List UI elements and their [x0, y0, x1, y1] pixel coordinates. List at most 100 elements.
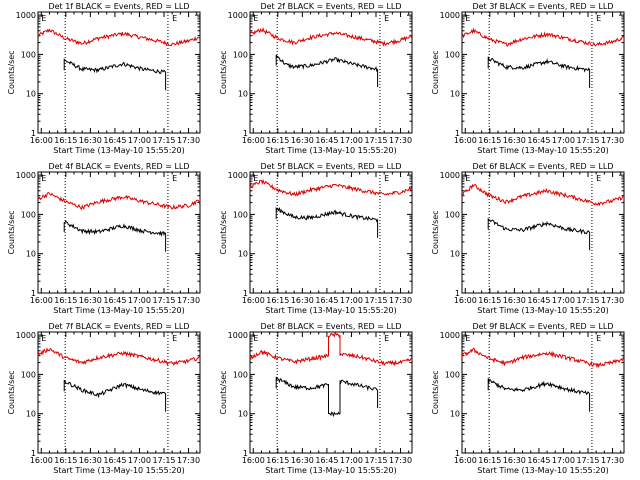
x-tick-label: 17:15 [152, 136, 175, 145]
x-tick-label: 17:15 [576, 136, 599, 145]
y-tick-label: 100 [21, 370, 36, 379]
series-lld-line [461, 27, 625, 47]
y-tick-label: 1000 [16, 171, 36, 180]
x-axis-label: Start Time (13-May-10 15:55:20) [53, 466, 184, 475]
event-marker-label: E [465, 14, 470, 23]
event-marker-label: E [41, 174, 46, 183]
panel-title: Det 7f BLACK = Events, RED = LLD [48, 322, 189, 331]
x-tick-label: 17:30 [177, 136, 200, 145]
y-tick-label: 100 [233, 210, 248, 219]
y-tick-label: 10 [26, 90, 36, 99]
y-tick-label: 1000 [16, 11, 36, 20]
x-tick-label: 17:15 [576, 296, 599, 305]
x-tick-label: 17:30 [601, 296, 624, 305]
x-tick-label: 17:30 [389, 296, 412, 305]
event-marker-label: E [465, 174, 470, 183]
x-tick-label: 17:15 [364, 296, 387, 305]
y-tick-label: 10 [26, 250, 36, 259]
event-marker-label: E [253, 334, 258, 343]
x-tick-label: 16:15 [266, 136, 289, 145]
x-tick-label: 16:30 [291, 136, 314, 145]
panel-title: Det 3f BLACK = Events, RED = LLD [472, 2, 613, 11]
x-tick-label: 17:00 [552, 136, 575, 145]
y-axis-label: Counts/sec [431, 50, 440, 94]
y-tick-label: 1000 [228, 331, 248, 340]
x-tick-label: 17:00 [128, 136, 151, 145]
x-tick-label: 16:30 [79, 296, 102, 305]
y-tick-label: 100 [21, 210, 36, 219]
y-tick-label: 1000 [16, 331, 36, 340]
x-tick-label: 16:00 [454, 456, 477, 465]
panel-title: Det 8f BLACK = Events, RED = LLD [260, 322, 401, 331]
x-tick-label: 17:30 [601, 456, 624, 465]
x-tick-label: 17:30 [601, 136, 624, 145]
panel-title: Det 6f BLACK = Events, RED = LLD [472, 162, 613, 171]
event-marker-label: E [384, 334, 389, 343]
series-events-line [487, 217, 591, 251]
y-tick-label: 1 [455, 129, 460, 138]
y-axis-label: Counts/sec [219, 210, 228, 254]
plot-frame [249, 331, 413, 454]
x-tick-label: 17:15 [152, 296, 175, 305]
x-axis-label: Start Time (13-May-10 15:55:20) [477, 466, 608, 475]
y-tick-label: 1 [455, 289, 460, 298]
series-lld-line [249, 26, 413, 47]
x-tick-label: 17:00 [552, 296, 575, 305]
event-marker-label: E [172, 334, 177, 343]
event-marker-label: E [41, 14, 46, 23]
y-tick-label: 10 [450, 90, 460, 99]
x-tick-label: 16:15 [266, 296, 289, 305]
panel-title: Det 5f BLACK = Events, RED = LLD [260, 162, 401, 171]
series-lld-line [461, 347, 625, 369]
event-marker-label: E [253, 14, 258, 23]
x-tick-label: 16:45 [527, 296, 550, 305]
plot-frame [37, 331, 201, 454]
event-marker-label: E [596, 334, 601, 343]
event-marker-label: E [596, 14, 601, 23]
y-tick-label: 10 [26, 410, 36, 419]
x-tick-label: 17:15 [364, 456, 387, 465]
x-tick-label: 16:00 [30, 456, 53, 465]
x-tick-label: 16:15 [54, 136, 77, 145]
panel-det-7: Det 7f BLACK = Events, RED = LLD 1 10 100 10… [7, 322, 201, 475]
x-tick-label: 16:15 [478, 136, 501, 145]
y-tick-label: 1000 [440, 331, 460, 340]
panel-det-1: Det 1f BLACK = Events, RED = LLD 1 10 100 10… [7, 2, 201, 155]
series-lld-line [249, 332, 413, 367]
series-lld-line [461, 183, 625, 207]
series-lld-line [37, 346, 201, 367]
y-axis-label: Counts/sec [7, 370, 16, 414]
x-tick-label: 17:00 [128, 456, 151, 465]
series-events-line [63, 219, 167, 252]
x-axis-label: Start Time (13-May-10 15:55:20) [265, 306, 396, 315]
panel-det-2: Det 2f BLACK = Events, RED = LLD 1 10 100 10… [219, 2, 413, 155]
plot-frame [249, 171, 413, 294]
x-tick-label: 17:15 [152, 456, 175, 465]
event-marker-label: E [172, 174, 177, 183]
x-tick-label: 17:30 [389, 456, 412, 465]
x-tick-label: 16:00 [30, 136, 53, 145]
panel-det-4: Det 4f BLACK = Events, RED = LLD 1 10 100 10… [7, 162, 201, 315]
panel-det-6: Det 6f BLACK = Events, RED = LLD 1 10 100 10… [431, 162, 625, 315]
y-tick-label: 1000 [440, 11, 460, 20]
x-tick-label: 17:30 [177, 456, 200, 465]
x-tick-label: 16:30 [503, 456, 526, 465]
event-marker-label: E [384, 174, 389, 183]
x-tick-label: 16:45 [527, 456, 550, 465]
y-tick-label: 10 [238, 250, 248, 259]
y-tick-label: 10 [238, 410, 248, 419]
y-tick-label: 100 [233, 50, 248, 59]
y-tick-label: 1000 [440, 171, 460, 180]
series-events-line [63, 379, 167, 412]
panel-det-9: Det 9f BLACK = Events, RED = LLD 1 10 100 10… [431, 322, 625, 475]
x-tick-label: 16:45 [315, 136, 338, 145]
x-tick-label: 16:45 [103, 296, 126, 305]
event-marker-label: E [172, 14, 177, 23]
series-lld-line [249, 178, 413, 197]
y-tick-label: 1 [243, 289, 248, 298]
series-events-line [63, 58, 167, 91]
x-tick-label: 17:00 [340, 296, 363, 305]
y-axis-label: Counts/sec [219, 370, 228, 414]
panel-det-8: Det 8f BLACK = Events, RED = LLD 1 10 100 10… [219, 322, 413, 475]
plot-frame [37, 171, 201, 294]
